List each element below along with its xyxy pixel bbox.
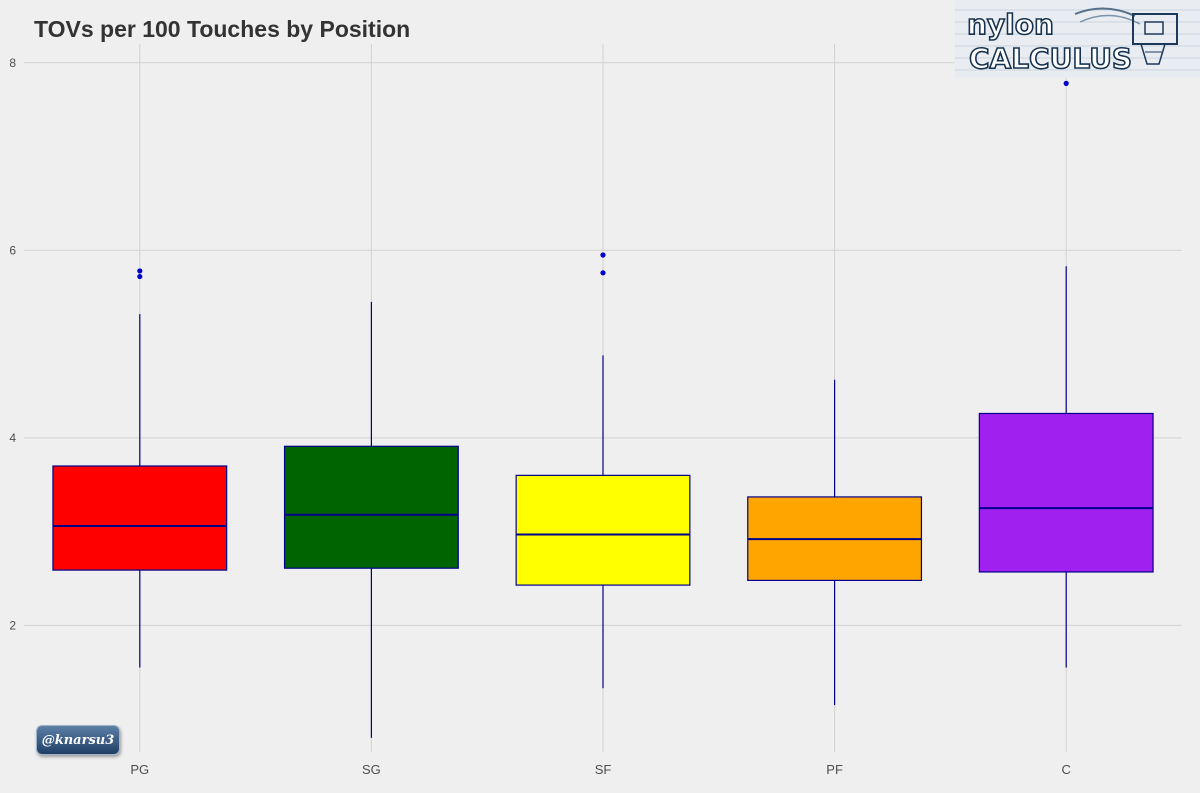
outlier-point: [137, 268, 143, 274]
y-tick-label: 6: [9, 243, 16, 257]
box-pf: [747, 379, 923, 706]
iqr-box: [515, 474, 691, 586]
y-tick-label: 4: [9, 431, 16, 445]
outlier-point: [600, 252, 606, 258]
box-layer: [52, 80, 1154, 738]
box-sg: [283, 301, 459, 738]
outlier-point: [1063, 80, 1069, 86]
iqr-box: [978, 412, 1154, 573]
outlier-point: [600, 270, 606, 276]
y-tick-label: 8: [9, 56, 16, 70]
svg-text:CALCULUS: CALCULUS: [969, 42, 1132, 75]
svg-text:nylon: nylon: [967, 8, 1054, 41]
iqr-box: [52, 465, 228, 571]
logo-artwork-icon: nylon CALCULUS: [955, 0, 1200, 78]
x-tick-label: C: [1062, 762, 1071, 777]
chart-title: TOVs per 100 Touches by Position: [34, 16, 411, 42]
box-sf: [515, 252, 691, 689]
twitter-handle-badge: @knarsu3: [36, 725, 120, 755]
label-layer: 2 4 6 8 PG SG SF PF C: [9, 56, 1071, 777]
box-pg: [52, 268, 228, 668]
iqr-box: [283, 445, 459, 569]
x-tick-label: PF: [826, 762, 843, 777]
outlier-point: [137, 273, 143, 280]
x-tick-label: SG: [362, 762, 381, 777]
nylon-calculus-logo: nylon CALCULUS: [955, 0, 1200, 78]
y-tick-label: 2: [9, 618, 16, 632]
box-c: [978, 80, 1154, 668]
x-tick-label: PG: [130, 762, 149, 777]
x-tick-label: SF: [595, 762, 612, 777]
